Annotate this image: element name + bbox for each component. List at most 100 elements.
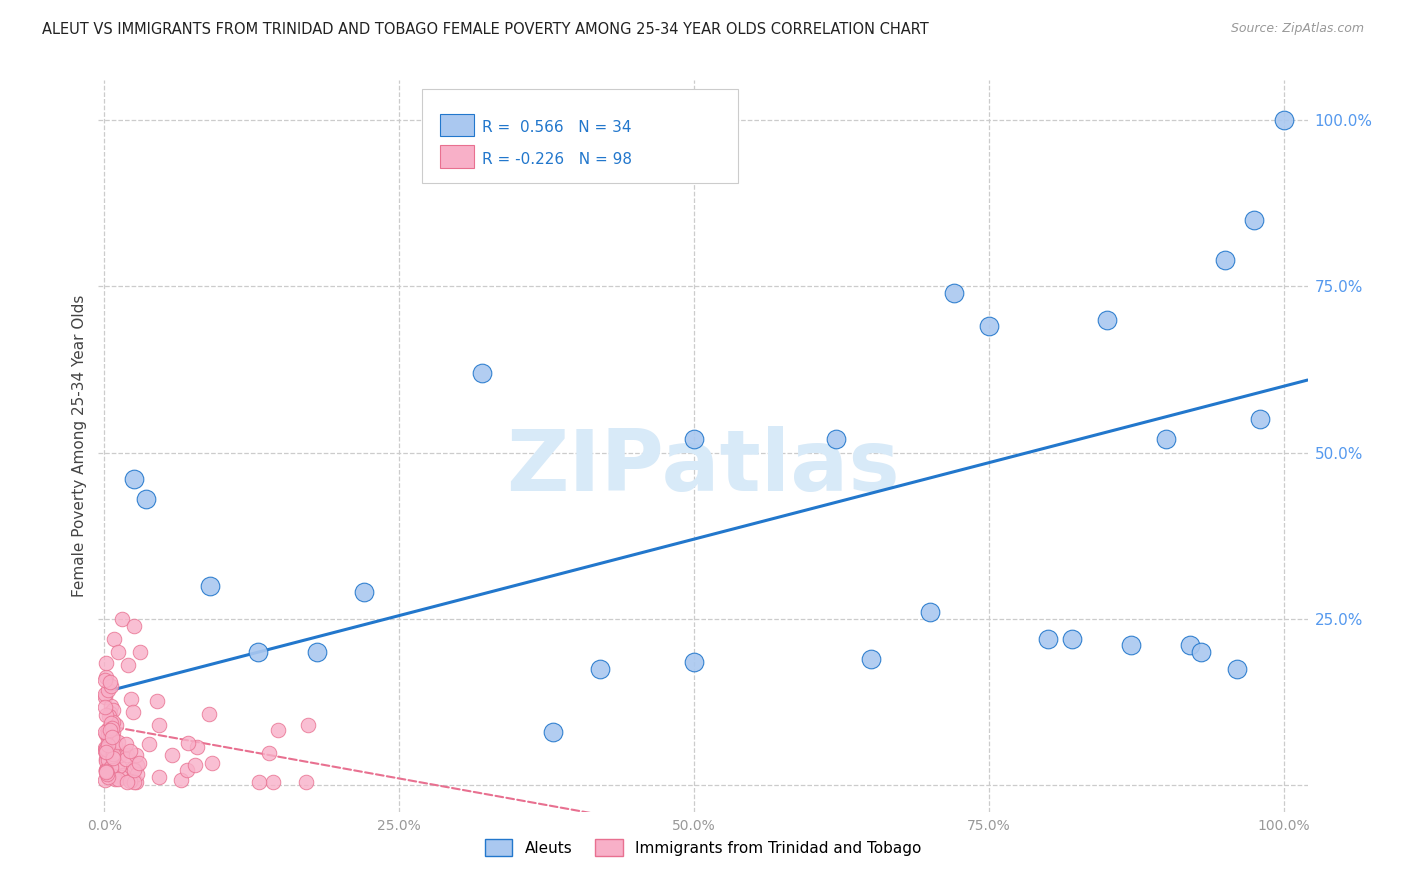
Point	[100, 738, 122, 752]
Point	[297, 718, 319, 732]
Point	[97, 753, 120, 767]
Point	[94, 740, 117, 755]
Point	[122, 472, 145, 486]
Point	[589, 662, 612, 676]
Point	[101, 769, 124, 783]
Point	[115, 747, 138, 762]
Point	[471, 366, 494, 380]
Point	[1060, 632, 1083, 646]
Point	[1095, 312, 1118, 326]
Point	[121, 762, 143, 776]
Point	[1119, 639, 1142, 653]
Point	[122, 705, 145, 719]
Point	[97, 708, 120, 723]
Text: ZIPatlas: ZIPatlas	[506, 426, 900, 509]
Point	[96, 766, 118, 780]
Point	[127, 758, 149, 772]
Point	[100, 716, 122, 731]
Point	[1243, 213, 1265, 227]
Point	[94, 763, 117, 777]
Point	[97, 682, 120, 697]
Point	[101, 751, 124, 765]
Point	[94, 690, 117, 704]
Point	[94, 744, 117, 758]
Point	[96, 742, 118, 756]
Point	[114, 752, 136, 766]
Point	[138, 737, 160, 751]
Point	[94, 700, 117, 714]
Point	[920, 605, 942, 619]
Point	[295, 774, 318, 789]
Point	[105, 762, 128, 776]
Point	[148, 770, 170, 784]
Point	[94, 745, 117, 759]
Point	[1272, 113, 1295, 128]
Point	[98, 675, 121, 690]
Point	[135, 492, 157, 507]
Point	[97, 738, 120, 752]
Point	[128, 645, 150, 659]
Point	[1189, 645, 1212, 659]
Point	[247, 774, 270, 789]
Text: R =  0.566   N = 34: R = 0.566 N = 34	[482, 120, 631, 136]
Point	[186, 740, 208, 755]
Point	[120, 692, 142, 706]
Point	[98, 755, 121, 769]
Point	[96, 749, 118, 764]
Legend: Aleuts, Immigrants from Trinidad and Tobago: Aleuts, Immigrants from Trinidad and Tob…	[478, 833, 928, 863]
Point	[97, 728, 120, 742]
Point	[170, 772, 193, 787]
Point	[1213, 252, 1236, 267]
Point	[103, 632, 125, 646]
Point	[103, 772, 125, 786]
Point	[117, 774, 139, 789]
Point	[98, 730, 121, 744]
Y-axis label: Female Poverty Among 25-34 Year Olds: Female Poverty Among 25-34 Year Olds	[72, 295, 87, 597]
Point	[200, 579, 222, 593]
Point	[267, 723, 290, 737]
Point	[128, 756, 150, 770]
Point	[120, 744, 142, 758]
Point	[94, 673, 117, 687]
Point	[94, 707, 117, 722]
Point	[107, 645, 129, 659]
Point	[146, 694, 169, 708]
Point	[97, 734, 120, 748]
Point	[94, 763, 117, 777]
Point	[977, 319, 1000, 334]
Point	[97, 723, 120, 737]
Point	[1249, 412, 1271, 426]
Point	[1154, 433, 1177, 447]
Point	[127, 767, 149, 781]
Point	[96, 726, 118, 740]
Point	[246, 645, 269, 659]
Point	[104, 738, 127, 752]
Text: R = -0.226   N = 98: R = -0.226 N = 98	[482, 152, 633, 167]
Point	[117, 658, 139, 673]
Point	[201, 756, 224, 770]
Point	[94, 752, 117, 766]
Point	[541, 725, 564, 739]
Point	[101, 731, 124, 746]
Point	[176, 763, 198, 777]
Point	[115, 737, 138, 751]
Text: ALEUT VS IMMIGRANTS FROM TRINIDAD AND TOBAGO FEMALE POVERTY AMONG 25-34 YEAR OLD: ALEUT VS IMMIGRANTS FROM TRINIDAD AND TO…	[42, 22, 929, 37]
Point	[1226, 662, 1249, 676]
Point	[122, 763, 145, 777]
Point	[262, 774, 284, 789]
Point	[198, 706, 221, 721]
Point	[101, 730, 124, 744]
Point	[353, 585, 375, 599]
Point	[100, 698, 122, 713]
Point	[101, 721, 124, 735]
Point	[122, 618, 145, 632]
Point	[683, 433, 706, 447]
Point	[101, 714, 124, 729]
Point	[96, 741, 118, 756]
Point	[824, 433, 846, 447]
Point	[100, 759, 122, 773]
Point	[97, 757, 120, 772]
Point	[98, 706, 121, 720]
Text: Source: ZipAtlas.com: Source: ZipAtlas.com	[1230, 22, 1364, 36]
Point	[110, 770, 132, 784]
